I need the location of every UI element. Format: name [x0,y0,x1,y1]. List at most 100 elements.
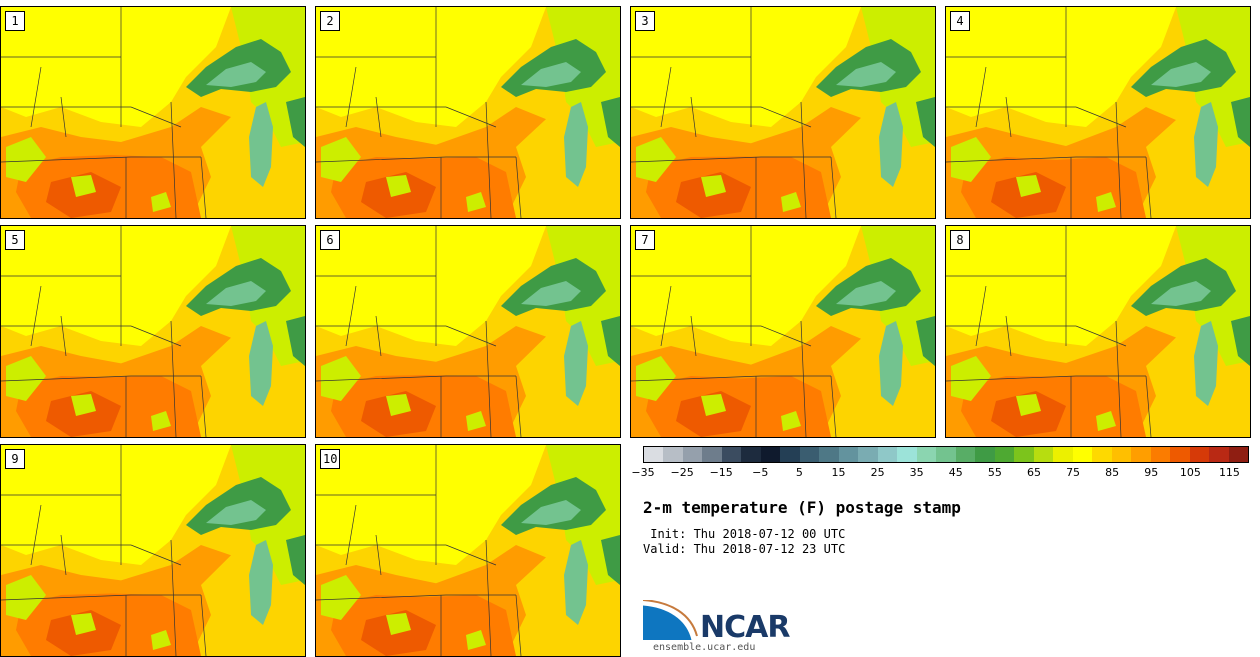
member-label: 3 [635,11,655,31]
member-label: 8 [950,230,970,250]
member-label: 2 [320,11,340,31]
colorbar-segment [1072,447,1093,462]
colorbar-tick: 25 [870,466,885,479]
colorbar-segment [1014,447,1034,462]
map-lake-light [206,500,266,525]
colorbar-tick: 5 [795,466,803,479]
map-mild-north [316,226,546,346]
colorbar-tick: 35 [909,466,924,479]
temperature-map [316,445,620,656]
colorbar-segment [721,447,742,462]
state-borders [1,226,207,437]
colorbar-segment [877,447,898,462]
colorbar-segment [1150,447,1171,462]
colorbar-segment [1053,447,1073,462]
colorbar-segment [1170,447,1190,462]
map-lake-light [206,281,266,306]
product-title: 2-m temperature (F) postage stamp [643,498,961,517]
map-lake-michigan [564,321,588,406]
map-lake-light [1151,281,1211,306]
map-mild-north [631,226,861,346]
state-borders [1,7,207,218]
map-lake-huron [601,316,620,366]
logo-swoosh-white [643,602,695,641]
member-label: 9 [5,449,25,469]
colorbar-tick: 95 [1144,466,1159,479]
colorbar-segment [916,447,937,462]
state-borders [946,7,1152,218]
temperature-map [946,7,1250,218]
colorbar-segment [819,447,839,462]
state-borders [316,226,522,437]
colorbar-tick: 85 [1105,466,1120,479]
map-lake-huron [1231,316,1250,366]
colorbar-segment [741,447,761,462]
member-label: 7 [635,230,655,250]
temperature-colorbar [643,446,1249,463]
map-cool-blobs [6,575,171,650]
colorbar-segment [799,447,820,462]
map-lake-michigan [249,321,273,406]
temperature-map [1,445,305,656]
colorbar-tick: 115 [1218,466,1240,479]
colorbar-tick: −5 [752,466,769,479]
map-lake-light [836,62,896,87]
colorbar-segment [1209,447,1229,462]
map-cool-blobs [6,137,171,212]
map-lake-light [521,500,581,525]
colorbar-segment [1092,447,1112,462]
member-stamp: 9 [0,444,306,657]
init-time: Init: Thu 2018-07-12 00 UTC [643,527,846,541]
temperature-map [946,226,1250,437]
map-lake-michigan [249,102,273,187]
logo-swoosh-orange [643,600,698,637]
map-cool-blobs [636,137,801,212]
map-lake-huron [601,97,620,147]
colorbar-segment [663,447,683,462]
colorbar-segment [780,447,800,462]
map-mild-north [316,7,546,127]
logo-text: NCAR [700,610,790,645]
state-borders [1,445,207,656]
state-borders [316,7,522,218]
map-cool-blobs [636,356,801,431]
map-mild-north [1,226,231,346]
member-stamp: 8 [945,225,1251,438]
map-cool-blobs [951,137,1116,212]
colorbar-tick: 55 [987,466,1002,479]
map-lake-michigan [1194,102,1218,187]
map-cool-blobs [321,137,486,212]
map-mild-north [946,7,1176,127]
map-lake-light [836,281,896,306]
map-lake-michigan [564,102,588,187]
colorbar-segment [1033,447,1054,462]
colorbar-segment [994,447,1015,462]
colorbar-segment [682,447,703,462]
colorbar-tick-labels: −35 −25 −15 −5 5 15 25 35 45 55 65 75 85 95 105 115 [631,466,1249,482]
colorbar-segment [1111,447,1132,462]
temperature-map [631,7,935,218]
member-stamp: 3 [630,6,936,219]
map-lake-michigan [879,321,903,406]
map-lake-huron [601,535,620,585]
colorbar-segment [1131,447,1151,462]
logo-url: ensemble.ucar.edu [653,642,756,653]
colorbar-segment [1228,447,1249,462]
map-lake-huron [286,97,305,147]
colorbar-segment [644,447,664,462]
map-cool-blobs [951,356,1116,431]
map-mild-north [631,7,861,127]
colorbar-tick: 105 [1179,466,1201,479]
map-cool-blobs [6,356,171,431]
colorbar-tick: 45 [948,466,963,479]
map-mild-north [946,226,1176,346]
temperature-map [316,7,620,218]
map-lake-huron [286,316,305,366]
map-mild-north [1,445,231,565]
colorbar-segment [838,447,859,462]
colorbar-tick: −15 [709,466,733,479]
ncar-logo-icon [643,600,698,641]
member-stamp: 6 [315,225,621,438]
colorbar-segment [1189,447,1210,462]
member-label: 1 [5,11,25,31]
